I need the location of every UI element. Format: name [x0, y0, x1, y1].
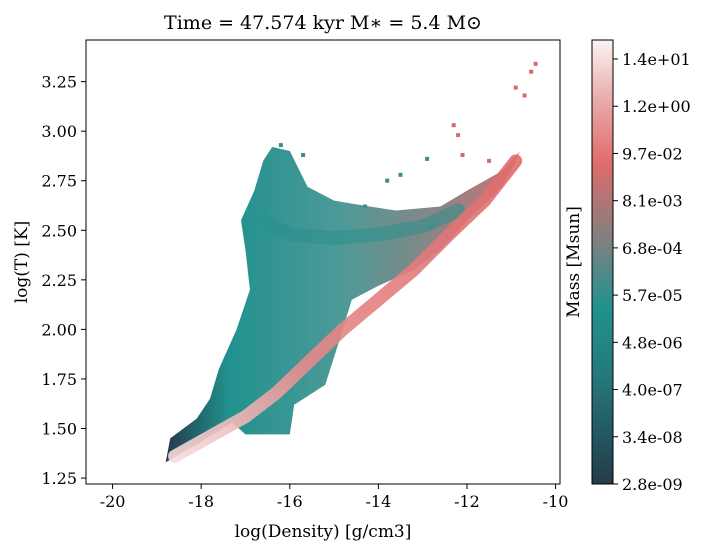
colorbar [591, 39, 614, 485]
outlier-cell [522, 93, 527, 98]
y-tick-label: 1.50 [41, 420, 77, 439]
colorbar-tick-label: 1.2e+00 [622, 97, 691, 116]
colorbar-tick-label: 9.7e-02 [622, 144, 683, 163]
y-tick-label: 2.75 [41, 172, 77, 191]
x-tick-label: -18 [188, 492, 214, 511]
colorbar-tick-label: 4.8e-06 [622, 333, 683, 352]
x-tick-label: -10 [543, 492, 569, 511]
y-tick-label: 3.00 [41, 122, 77, 141]
colorbar-tick-label: 2.8e-09 [622, 475, 683, 494]
y-tick-label: 1.25 [41, 469, 77, 488]
chart-title: Time = 47.574 kyr M∗ = 5.4 M⊙ [164, 12, 482, 34]
colorbar-tick-label: 5.7e-05 [622, 286, 683, 305]
outlier-cell [487, 158, 492, 163]
phase-region [165, 147, 521, 463]
outlier-cell [460, 153, 465, 157]
outlier-cell [529, 69, 534, 74]
colorbar-tick-label: 1.4e+01 [622, 50, 691, 69]
x-tick-label: -14 [365, 492, 391, 511]
colorbar-tick-label: 4.0e-07 [622, 381, 683, 400]
outlier-cell [301, 153, 306, 157]
x-axis-ticks: -20 -18 -16 -14 -12 -10 [100, 484, 569, 511]
outlier-cell [278, 143, 283, 148]
outlier-cell [363, 204, 368, 209]
outlier-cell [429, 224, 434, 229]
y-axis-ticks: 1.25 1.50 1.75 2.00 2.25 2.50 2.75 3.00 3.25 [41, 73, 86, 488]
y-tick-label: 1.75 [41, 370, 77, 389]
outlier-cell [451, 123, 456, 128]
y-tick-label: 2.50 [41, 221, 77, 240]
x-axis-label: log(Density) [g/cm3] [235, 522, 412, 542]
x-tick-label: -20 [100, 492, 126, 511]
colorbar-tick-label: 8.1e-03 [622, 192, 683, 211]
warm-branch [256, 203, 466, 246]
y-tick-label: 3.25 [41, 73, 77, 92]
colorbar-tick-label: 3.4e-08 [622, 428, 683, 447]
outlier-cell [398, 172, 403, 177]
outlier-cell [456, 133, 461, 138]
x-tick-label: -16 [277, 492, 303, 511]
y-axis-label: log(T) [K] [12, 221, 32, 304]
x-tick-label: -12 [454, 492, 480, 511]
outlier-cell [425, 156, 430, 161]
colorbar-ticks: 2.8e-09 3.4e-08 4.0e-07 4.8e-06 5.7e-05 6.8e-… [613, 50, 691, 494]
plot-area [165, 61, 538, 463]
outlier-cell [533, 61, 538, 66]
y-tick-label: 2.25 [41, 271, 77, 290]
plot-frame [85, 39, 561, 485]
dense-cold-track [168, 154, 523, 463]
colorbar-label: Mass [Msun] [564, 206, 584, 318]
y-tick-label: 2.00 [41, 320, 77, 339]
colorbar-tick-label: 6.8e-04 [622, 239, 683, 258]
outlier-cell [513, 85, 518, 90]
outlier-cell [385, 178, 390, 183]
